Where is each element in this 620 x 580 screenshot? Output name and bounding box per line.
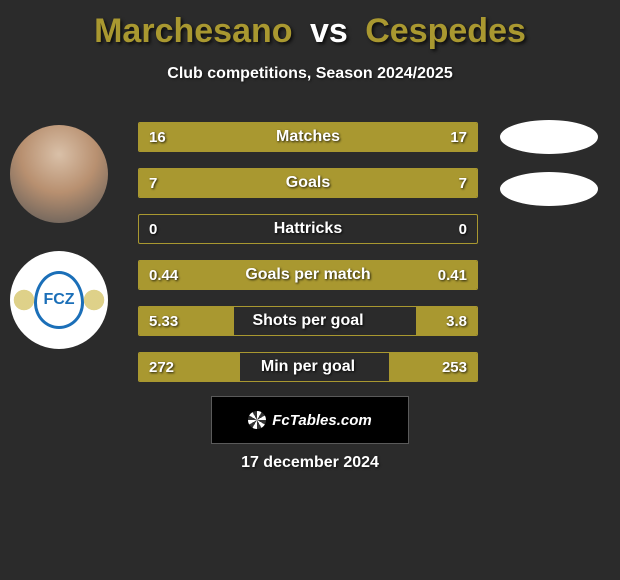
stat-row: 1617Matches — [138, 122, 478, 152]
player1-name: Marchesano — [94, 12, 292, 50]
stat-row: 5.333.8Shots per goal — [138, 306, 478, 336]
player2-avatar-placeholder — [500, 120, 598, 154]
stat-label: Hattricks — [139, 215, 477, 243]
stat-row: 00Hattricks — [138, 214, 478, 244]
right-avatars — [500, 120, 598, 224]
vs-label: vs — [310, 12, 348, 50]
soccer-ball-icon — [248, 411, 266, 429]
page-title: Marchesano vs Cespedes — [0, 0, 620, 51]
left-avatars: FCZ — [10, 125, 110, 377]
stat-label: Min per goal — [139, 353, 477, 381]
date-label: 17 december 2024 — [0, 454, 620, 472]
stat-label: Goals per match — [139, 261, 477, 289]
branding-text: FcTables.com — [272, 412, 371, 429]
branding-badge: FcTables.com — [211, 396, 409, 444]
club-badge-text: FCZ — [34, 271, 84, 329]
stat-row: 77Goals — [138, 168, 478, 198]
stat-label: Goals — [139, 169, 477, 197]
player-avatar — [10, 125, 108, 223]
player2-name: Cespedes — [365, 12, 526, 50]
stat-row: 272253Min per goal — [138, 352, 478, 382]
stat-label: Matches — [139, 123, 477, 151]
stat-row: 0.440.41Goals per match — [138, 260, 478, 290]
stat-label: Shots per goal — [139, 307, 477, 335]
stats-panel: 1617Matches 77Goals 00Hattricks 0.440.41Goa… — [138, 122, 478, 398]
club2-badge-placeholder — [500, 172, 598, 206]
club-badge: FCZ — [10, 251, 108, 349]
subtitle: Club competitions, Season 2024/2025 — [0, 65, 620, 83]
